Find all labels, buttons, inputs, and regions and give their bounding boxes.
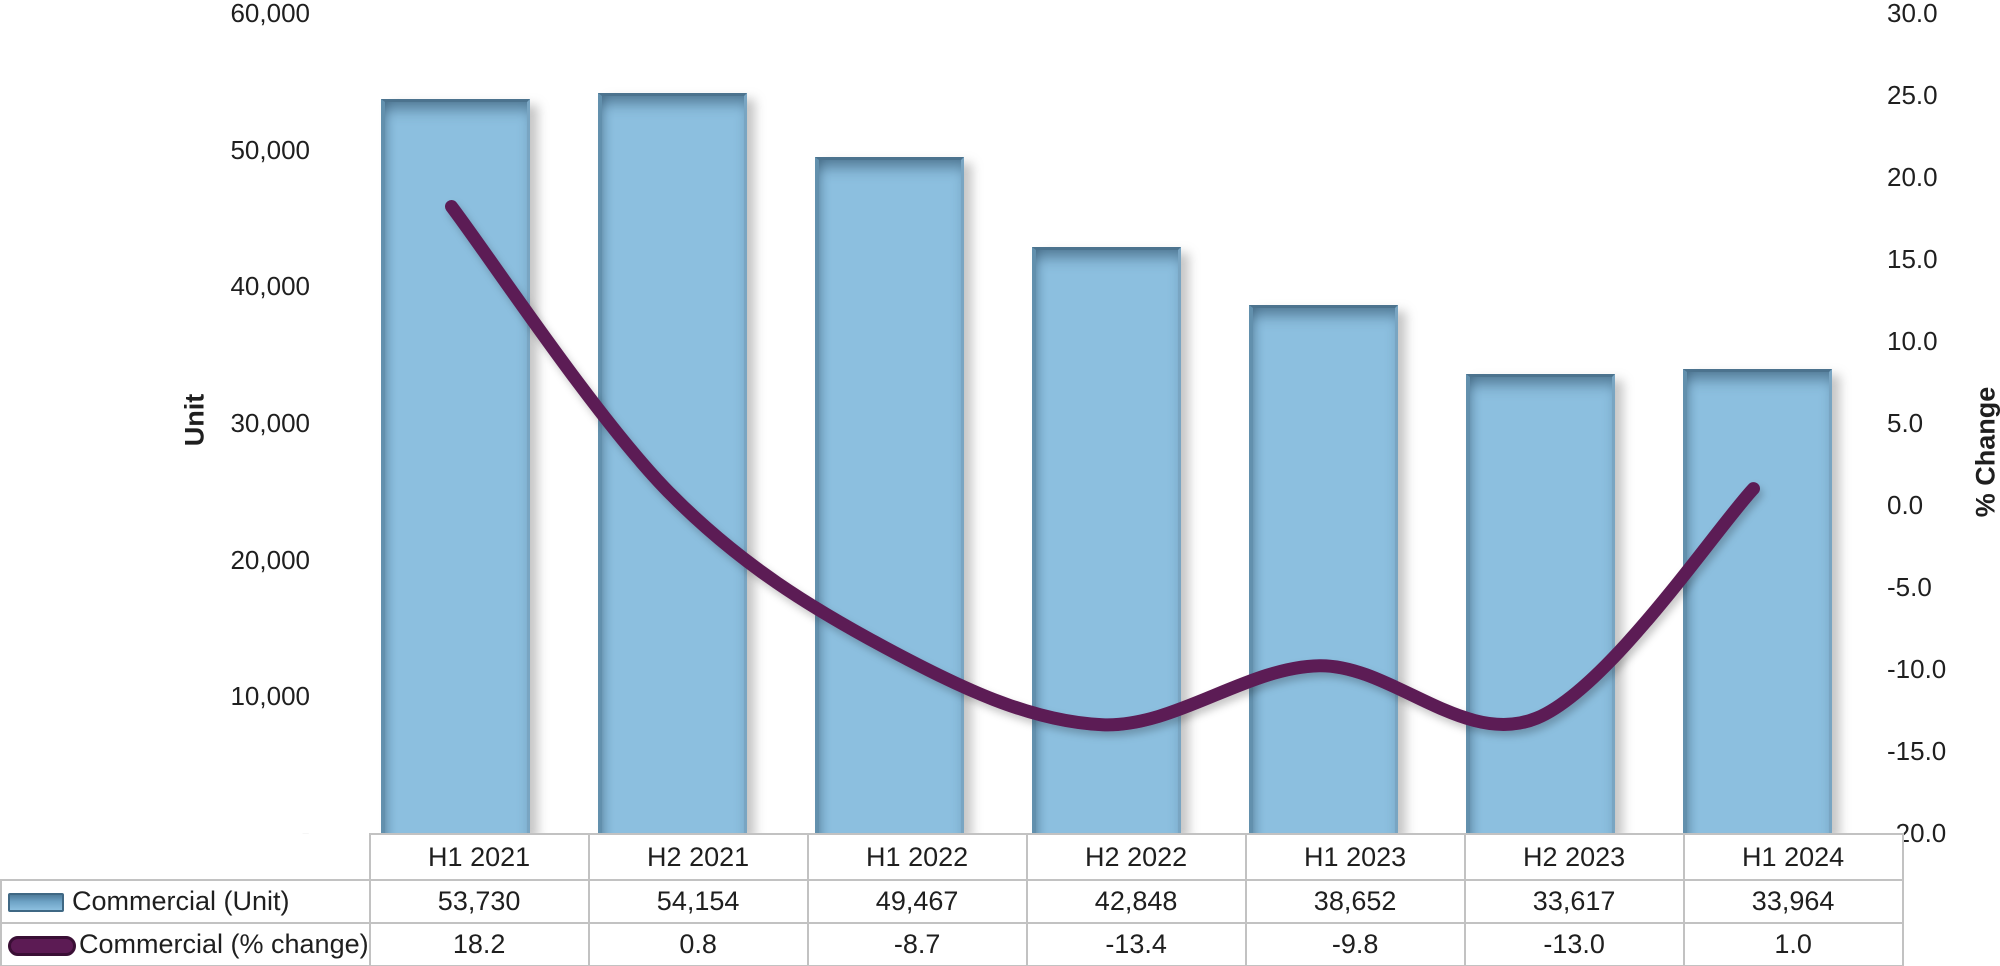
right-axis-tick: 5.0 — [1887, 408, 1924, 438]
left-axis-tick: 60,000 — [230, 0, 310, 28]
table-header-cell: H2 2021 — [587, 833, 809, 881]
table-row: Commercial (Unit) 53,730 54,154 49,467 42,84… — [0, 879, 1904, 924]
legend-label-text: Commercial (% change) — [79, 929, 369, 959]
bar-h2-2022 — [1031, 247, 1181, 836]
right-axis-tick: -10.0 — [1887, 654, 1947, 684]
bar-h2-2023 — [1465, 373, 1615, 836]
legend-line-swatch-icon — [8, 935, 76, 956]
data-table: H1 2021 H2 2021 H1 2022 H2 2022 H1 2023 H2 20… — [0, 833, 1904, 966]
table-value-cell: 0.8 — [587, 922, 809, 966]
table-value-cell: 18.2 — [368, 922, 590, 966]
table-header-cell: H1 2021 — [368, 833, 590, 881]
legend-row-label: Commercial (% change) — [0, 922, 371, 966]
table-value-cell: -8.7 — [806, 922, 1028, 966]
table-value-cell: 54,154 — [587, 879, 809, 924]
table-value-cell: -13.4 — [1025, 922, 1247, 966]
table-row: Commercial (% change) 18.2 0.8 -8.7 -13.4 -9.… — [0, 922, 1904, 966]
table-value-cell: 49,467 — [806, 879, 1028, 924]
table-value-cell: 33,964 — [1682, 879, 1904, 924]
left-axis-tick: 50,000 — [230, 134, 310, 165]
bar-h1-2021 — [380, 98, 530, 836]
table-header-cell: H1 2024 — [1682, 833, 1904, 881]
table-corner-cell — [1, 834, 370, 880]
table-value-cell: 53,730 — [368, 879, 590, 924]
left-axis-tick: - — [301, 818, 310, 848]
right-axis-tick: 10.0 — [1887, 326, 1938, 356]
table-header-cell: H1 2022 — [806, 833, 1028, 881]
right-axis-tick: 20.0 — [1887, 162, 1938, 192]
table-header-cell: H2 2022 — [1025, 833, 1247, 881]
table-value-cell: 1.0 — [1682, 922, 1904, 966]
legend-row-label: Commercial (Unit) — [0, 879, 371, 924]
table-header-row: H1 2021 H2 2021 H1 2022 H2 2022 H1 2023 H2 20… — [1, 833, 1904, 881]
right-axis-title: % Change — [1970, 386, 2000, 518]
left-axis-tick: 10,000 — [230, 681, 310, 712]
right-axis-tick: 0.0 — [1887, 490, 1924, 520]
right-axis-tick: -15.0 — [1887, 736, 1947, 766]
bar-h1-2022 — [814, 156, 964, 836]
right-axis-tick: 30.0 — [1887, 0, 1938, 28]
right-axis-tick: -5.0 — [1887, 572, 1932, 602]
bar-h1-2024 — [1682, 368, 1832, 836]
legend-label-text: Commercial (Unit) — [72, 886, 290, 916]
table-value-cell: -13.0 — [1463, 922, 1685, 966]
table-value-cell: -9.8 — [1244, 922, 1466, 966]
right-axis-tick: 25.0 — [1887, 80, 1938, 110]
left-axis-tick: 40,000 — [230, 271, 310, 302]
right-axis-tick: 15.0 — [1887, 244, 1938, 274]
left-axis-tick: 20,000 — [230, 544, 310, 575]
legend-bar-swatch-icon — [8, 893, 64, 913]
table-value-cell: 38,652 — [1244, 879, 1466, 924]
bar-h2-2021 — [597, 92, 747, 836]
left-axis-tick: 30,000 — [230, 408, 310, 438]
table-header-cell: H1 2023 — [1244, 833, 1466, 881]
table-header-cell: H2 2023 — [1463, 833, 1685, 881]
bar-h1-2023 — [1248, 304, 1398, 836]
table-value-cell: 42,848 — [1025, 879, 1247, 924]
table-value-cell: 33,617 — [1463, 879, 1685, 924]
